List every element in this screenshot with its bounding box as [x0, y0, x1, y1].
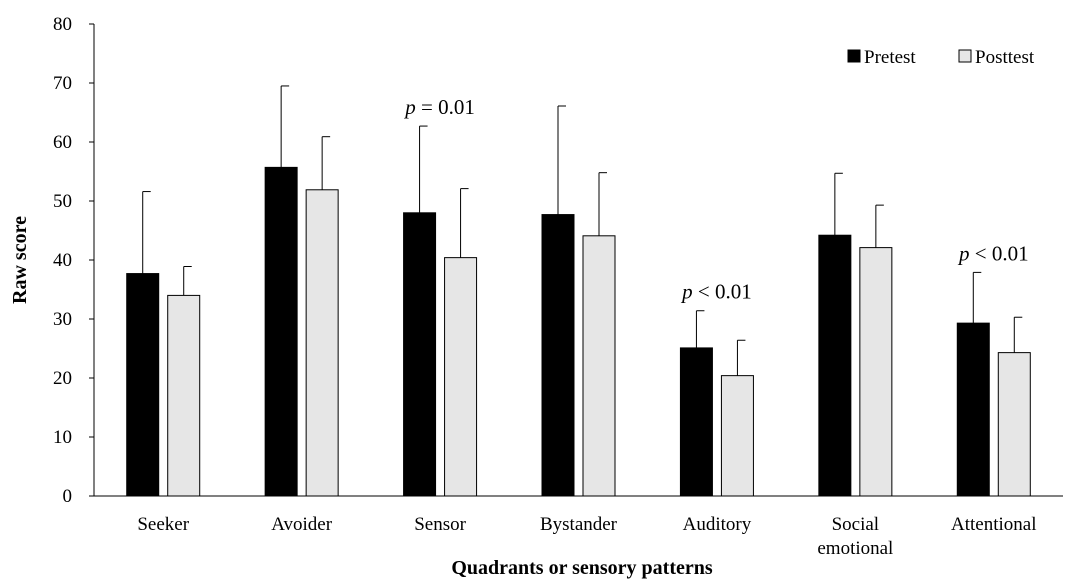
- bar-pretest: [126, 273, 160, 497]
- p-value-annotation: p = 0.01: [403, 95, 475, 119]
- y-tick-label: 0: [63, 486, 73, 507]
- p-value-annotation: p < 0.01: [957, 241, 1029, 265]
- y-tick-label: 40: [53, 250, 72, 271]
- y-axis-title: Raw score: [9, 216, 31, 304]
- bar-pretest: [818, 234, 852, 497]
- bar-pretest: [956, 322, 990, 497]
- category-label: Seeker: [137, 514, 189, 535]
- legend: Pretest Posttest: [847, 47, 1035, 68]
- bar-posttest: [305, 189, 339, 497]
- y-tick-label: 80: [53, 14, 72, 35]
- category-label: Attentional: [951, 514, 1036, 535]
- category-label: Sensor: [414, 514, 466, 535]
- bar-pretest: [679, 347, 713, 497]
- y-tick-label: 10: [53, 427, 72, 448]
- y-tick-label: 70: [53, 73, 72, 94]
- bar-posttest: [720, 375, 754, 497]
- category-label: Social emotional: [817, 514, 893, 559]
- y-tick-label: 60: [53, 132, 72, 153]
- bar-posttest: [582, 235, 616, 497]
- legend-label-posttest: Posttest: [975, 47, 1035, 68]
- plot-area: 0 10 20 30 40 50 60 70 80 Seeker Avoider Sensor Byst…: [53, 14, 1063, 559]
- bar-pretest: [403, 212, 437, 497]
- p-value-annotation: p < 0.01: [680, 280, 752, 304]
- category-label: Auditory: [683, 514, 752, 535]
- bar-posttest: [444, 257, 478, 497]
- legend-label-pretest: Pretest: [864, 47, 916, 68]
- category-label: Avoider: [271, 514, 333, 535]
- bar-posttest: [167, 294, 201, 497]
- y-tick-label: 50: [53, 191, 72, 212]
- legend-swatch-pretest: [847, 49, 861, 63]
- category-label: Bystander: [540, 514, 618, 535]
- bar-pretest: [264, 166, 298, 497]
- bar-posttest: [997, 352, 1031, 497]
- bar-pretest: [541, 214, 575, 497]
- legend-swatch-posttest: [958, 49, 972, 63]
- y-tick-label: 20: [53, 368, 72, 389]
- y-tick-label: 30: [53, 309, 72, 330]
- bar-posttest: [859, 247, 893, 497]
- x-axis-title: Quadrants or sensory patterns: [451, 557, 713, 579]
